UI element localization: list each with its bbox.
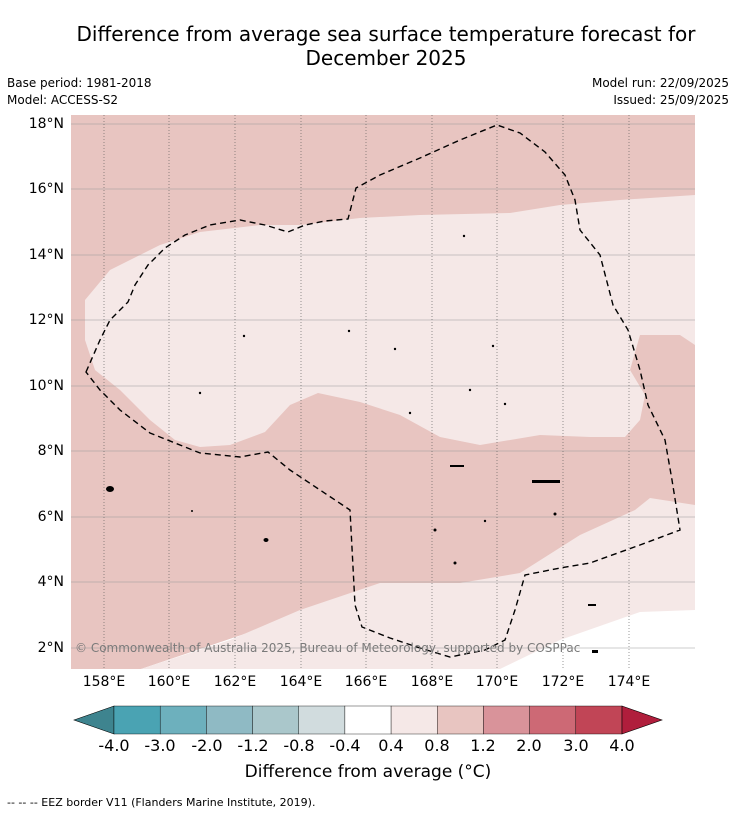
base-period: Base period: 1981-2018 bbox=[7, 76, 152, 90]
colorbar-extend-high bbox=[621, 705, 663, 735]
colorbar-tick: 2.0 bbox=[516, 736, 542, 755]
island bbox=[553, 512, 557, 516]
island bbox=[393, 347, 397, 351]
colorbar-segment bbox=[252, 705, 299, 735]
copyright-notice: © Commonwealth of Australia 2025, Bureau… bbox=[75, 641, 581, 655]
island bbox=[408, 411, 412, 415]
island bbox=[191, 510, 193, 512]
lon-label: 164°E bbox=[279, 674, 323, 690]
colorbar-extend-low bbox=[73, 705, 115, 735]
lat-label: 10°N bbox=[28, 378, 64, 394]
lon-label: 158°E bbox=[82, 674, 126, 690]
colorbar-segment bbox=[344, 705, 392, 735]
island bbox=[347, 329, 351, 333]
lat-label: 14°N bbox=[28, 247, 64, 263]
colorbar-tick: -0.4 bbox=[329, 736, 361, 755]
island bbox=[468, 388, 472, 392]
lon-label: 162°E bbox=[213, 674, 257, 690]
island bbox=[242, 334, 246, 338]
colorbar-tick: 1.2 bbox=[470, 736, 496, 755]
anomaly-region-light-south bbox=[141, 498, 695, 669]
chart-title-line2: December 2025 bbox=[305, 46, 467, 70]
colorbar-tick: -3.0 bbox=[144, 736, 176, 755]
colorbar-segment bbox=[483, 705, 530, 735]
colorbar-tick: 0.8 bbox=[424, 736, 450, 755]
lon-label: 170°E bbox=[475, 674, 519, 690]
lon-label: 174°E bbox=[607, 674, 651, 690]
island bbox=[453, 561, 457, 565]
chart-title-line1: Difference from average sea surface temp… bbox=[76, 22, 696, 46]
lat-label: 18°N bbox=[28, 116, 64, 132]
lat-label: 8°N bbox=[37, 443, 64, 459]
island bbox=[503, 402, 507, 406]
grid-lon-lines bbox=[103, 115, 630, 669]
model-run: Model run: 22/09/2025 bbox=[591, 76, 729, 90]
island bbox=[483, 519, 487, 523]
issued-date: Issued: 25/09/2025 bbox=[613, 93, 729, 107]
colorbar-tick: -2.0 bbox=[191, 736, 223, 755]
colorbar-tick: -1.2 bbox=[237, 736, 269, 755]
island bbox=[592, 650, 598, 653]
colorbar-segment bbox=[437, 705, 484, 735]
model-name: Model: ACCESS-S2 bbox=[7, 93, 119, 107]
lat-label: 4°N bbox=[37, 574, 64, 590]
eez-legend: -- -- -- EEZ border V11 (Flanders Marine… bbox=[7, 796, 316, 809]
island bbox=[433, 528, 437, 532]
meta-left: Base period: 1981-2018 Model: ACCESS-S2 bbox=[7, 75, 152, 109]
lat-label: 2°N bbox=[37, 640, 64, 656]
meta-right: Model run: 22/09/2025 Issued: 25/09/2025 bbox=[592, 75, 729, 109]
chart-title: Difference from average sea surface temp… bbox=[0, 22, 736, 70]
island bbox=[106, 486, 114, 492]
colorbar-segment bbox=[159, 705, 207, 735]
lon-label: 172°E bbox=[541, 674, 585, 690]
colorbar bbox=[73, 705, 663, 735]
islands bbox=[106, 234, 598, 653]
island bbox=[588, 604, 596, 606]
colorbar-segment bbox=[390, 705, 438, 735]
grid-lines bbox=[71, 123, 695, 649]
colorbar-segment bbox=[575, 705, 623, 735]
lon-label: 168°E bbox=[410, 674, 454, 690]
island bbox=[450, 465, 464, 467]
island bbox=[491, 344, 495, 348]
colorbar-tick: 3.0 bbox=[563, 736, 589, 755]
lat-label: 12°N bbox=[28, 312, 64, 328]
colorbar-label: Difference from average (°C) bbox=[244, 762, 492, 782]
island bbox=[462, 234, 466, 238]
lon-label: 166°E bbox=[344, 674, 388, 690]
eez-border bbox=[85, 124, 681, 658]
colorbar-tick: -0.8 bbox=[283, 736, 315, 755]
island bbox=[263, 538, 269, 542]
island bbox=[532, 480, 560, 483]
colorbar-tick: 4.0 bbox=[609, 736, 635, 755]
colorbar-segment bbox=[529, 705, 577, 735]
colorbar-segment bbox=[206, 705, 253, 735]
colorbar-segment bbox=[113, 705, 161, 735]
colorbar-tick: 0.4 bbox=[378, 736, 404, 755]
lon-label: 160°E bbox=[147, 674, 191, 690]
lat-label: 16°N bbox=[28, 181, 64, 197]
island bbox=[198, 391, 202, 395]
lat-label: 6°N bbox=[37, 509, 64, 525]
anomaly-region-light-north bbox=[85, 195, 695, 447]
colorbar-segment bbox=[298, 705, 346, 735]
colorbar-tick: -4.0 bbox=[98, 736, 130, 755]
